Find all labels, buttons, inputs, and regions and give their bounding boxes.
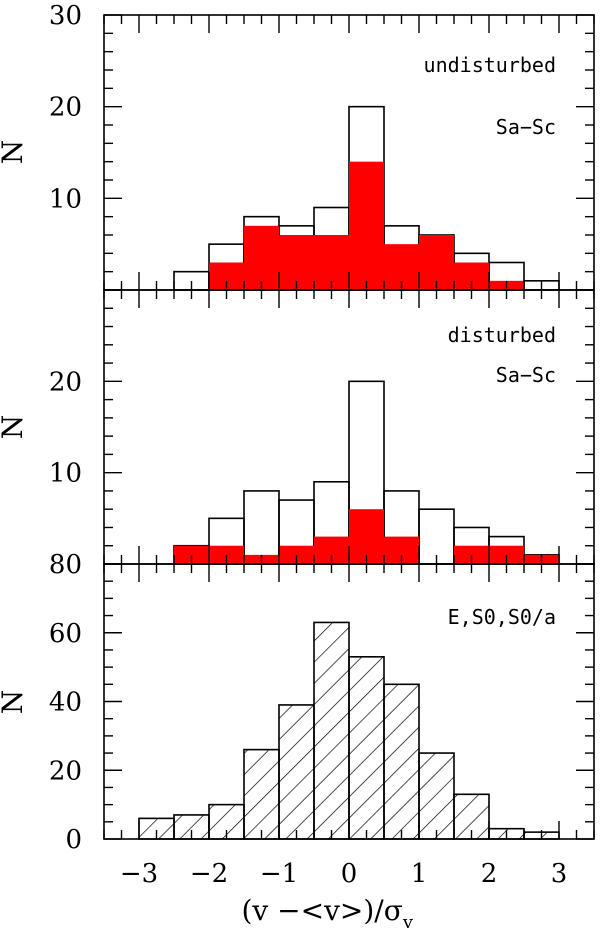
bar-filled (209, 545, 244, 564)
bar-hatched (418, 752, 455, 840)
y-tick-label: 10 (49, 459, 82, 489)
bar-filled (279, 235, 314, 290)
y-axis-label-bottom: N (0, 690, 29, 715)
bar-hatched (278, 704, 315, 840)
x-tick-label: −1 (260, 859, 298, 889)
annotation-type-disturbed: Sa−Sc (496, 363, 556, 387)
panel-early-type: 80 60 40 20 0 E,S0,S0/a N (0, 550, 595, 855)
bar-filled (454, 545, 489, 564)
y-tick-label: 10 (49, 184, 82, 214)
y-tick-label: 80 (49, 550, 82, 580)
x-axis-label: (v −<v>)/σv (242, 894, 414, 933)
bar-hatched (348, 656, 385, 840)
bar-hatched (383, 683, 420, 840)
x-tick-label: 2 (481, 859, 498, 889)
plot-area: 80 60 40 20 0 (49, 550, 595, 855)
plot-area: 30 20 10 (49, 1, 595, 291)
y-tick-label: 30 (49, 1, 82, 31)
bar-hatched (313, 621, 350, 840)
y-tick-label: 20 (49, 756, 82, 786)
bar-filled (279, 545, 314, 564)
annotation-disturbed: disturbed (448, 323, 556, 347)
y-axis-label-top: N (0, 140, 29, 165)
bar-filled (314, 235, 349, 290)
bar-filled (244, 225, 279, 290)
y-tick-label: 20 (49, 93, 82, 123)
annotation-undisturbed: undisturbed (424, 53, 556, 77)
annotation-type-undisturbed: Sa−Sc (496, 115, 556, 139)
bar-filled (174, 545, 209, 564)
x-tick-label: 3 (551, 859, 568, 889)
x-tick-label: 1 (411, 859, 428, 889)
x-tick-label: −2 (190, 859, 228, 889)
y-axis-label-middle: N (0, 415, 29, 440)
y-tick-label: 0 (65, 825, 82, 855)
annotation-early-type: E,S0,S0/a (448, 605, 556, 629)
y-tick-label: 40 (49, 688, 82, 718)
bar-filled (489, 545, 524, 564)
bar-filled (349, 161, 384, 290)
panel-undisturbed: 30 20 10 undisturbed Sa−Sc N (0, 1, 595, 291)
bar-hatched (243, 748, 280, 840)
y-tick-label: 20 (49, 367, 82, 397)
x-tick-label: 0 (341, 859, 358, 889)
bar-filled (419, 235, 454, 290)
bar-outline (243, 490, 280, 565)
x-tick-label: −3 (120, 859, 158, 889)
y-tick-label: 60 (49, 619, 82, 649)
bar-filled (349, 509, 384, 564)
